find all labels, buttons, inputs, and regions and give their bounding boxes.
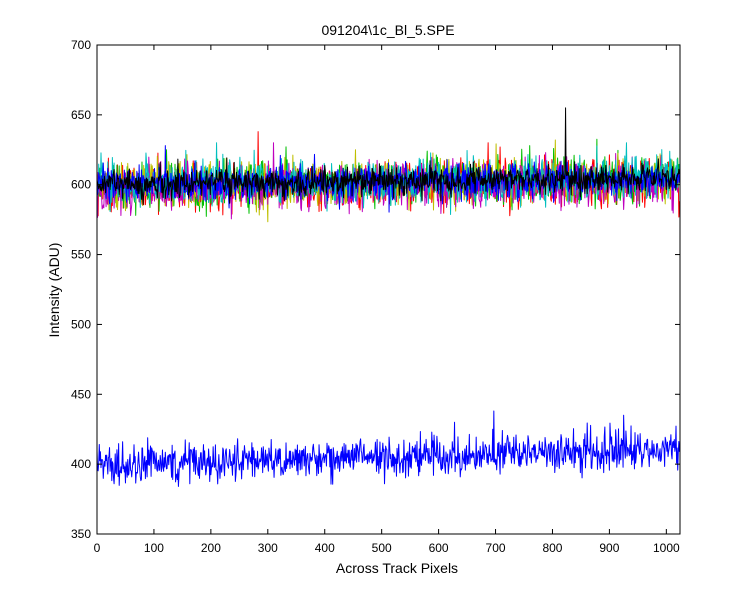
x-tick-label: 800 <box>542 541 562 555</box>
x-tick-label: 0 <box>94 541 101 555</box>
x-tick-label: 300 <box>258 541 278 555</box>
x-tick-label: 100 <box>144 541 164 555</box>
y-tick-label: 600 <box>71 178 91 192</box>
series-line-6 <box>96 107 680 205</box>
axes-frame <box>96 44 681 535</box>
y-tick-label: 350 <box>71 527 91 541</box>
x-tick-label: 600 <box>429 541 449 555</box>
y-tick-label: 550 <box>71 248 91 262</box>
series-line-7 <box>96 410 680 487</box>
y-tick-label: 700 <box>71 38 91 52</box>
x-tick-label: 200 <box>201 541 221 555</box>
y-axis-ticks: 350 400 450 500 550 600 650 700 <box>71 38 680 541</box>
y-tick-label: 400 <box>71 457 91 471</box>
x-tick-label: 900 <box>599 541 619 555</box>
y-tick-label: 650 <box>71 108 91 122</box>
x-tick-label: 700 <box>486 541 506 555</box>
x-tick-label: 500 <box>372 541 392 555</box>
y-tick-label: 450 <box>71 387 91 401</box>
x-tick-label: 1000 <box>653 541 680 555</box>
plot-area: 0 100 200 300 400 500 600 700 800 900 1000 350 400 4… <box>71 38 681 555</box>
series-layer <box>96 107 680 487</box>
x-axis-label: Across Track Pixels <box>336 560 458 576</box>
x-tick-label: 400 <box>315 541 335 555</box>
chart-title: 091204\1c_Bl_5.SPE <box>321 22 454 38</box>
y-axis-label: Intensity (ADU) <box>46 243 62 338</box>
y-tick-label: 500 <box>71 317 91 331</box>
x-axis-ticks: 0 100 200 300 400 500 600 700 800 900 1000 <box>94 45 680 555</box>
